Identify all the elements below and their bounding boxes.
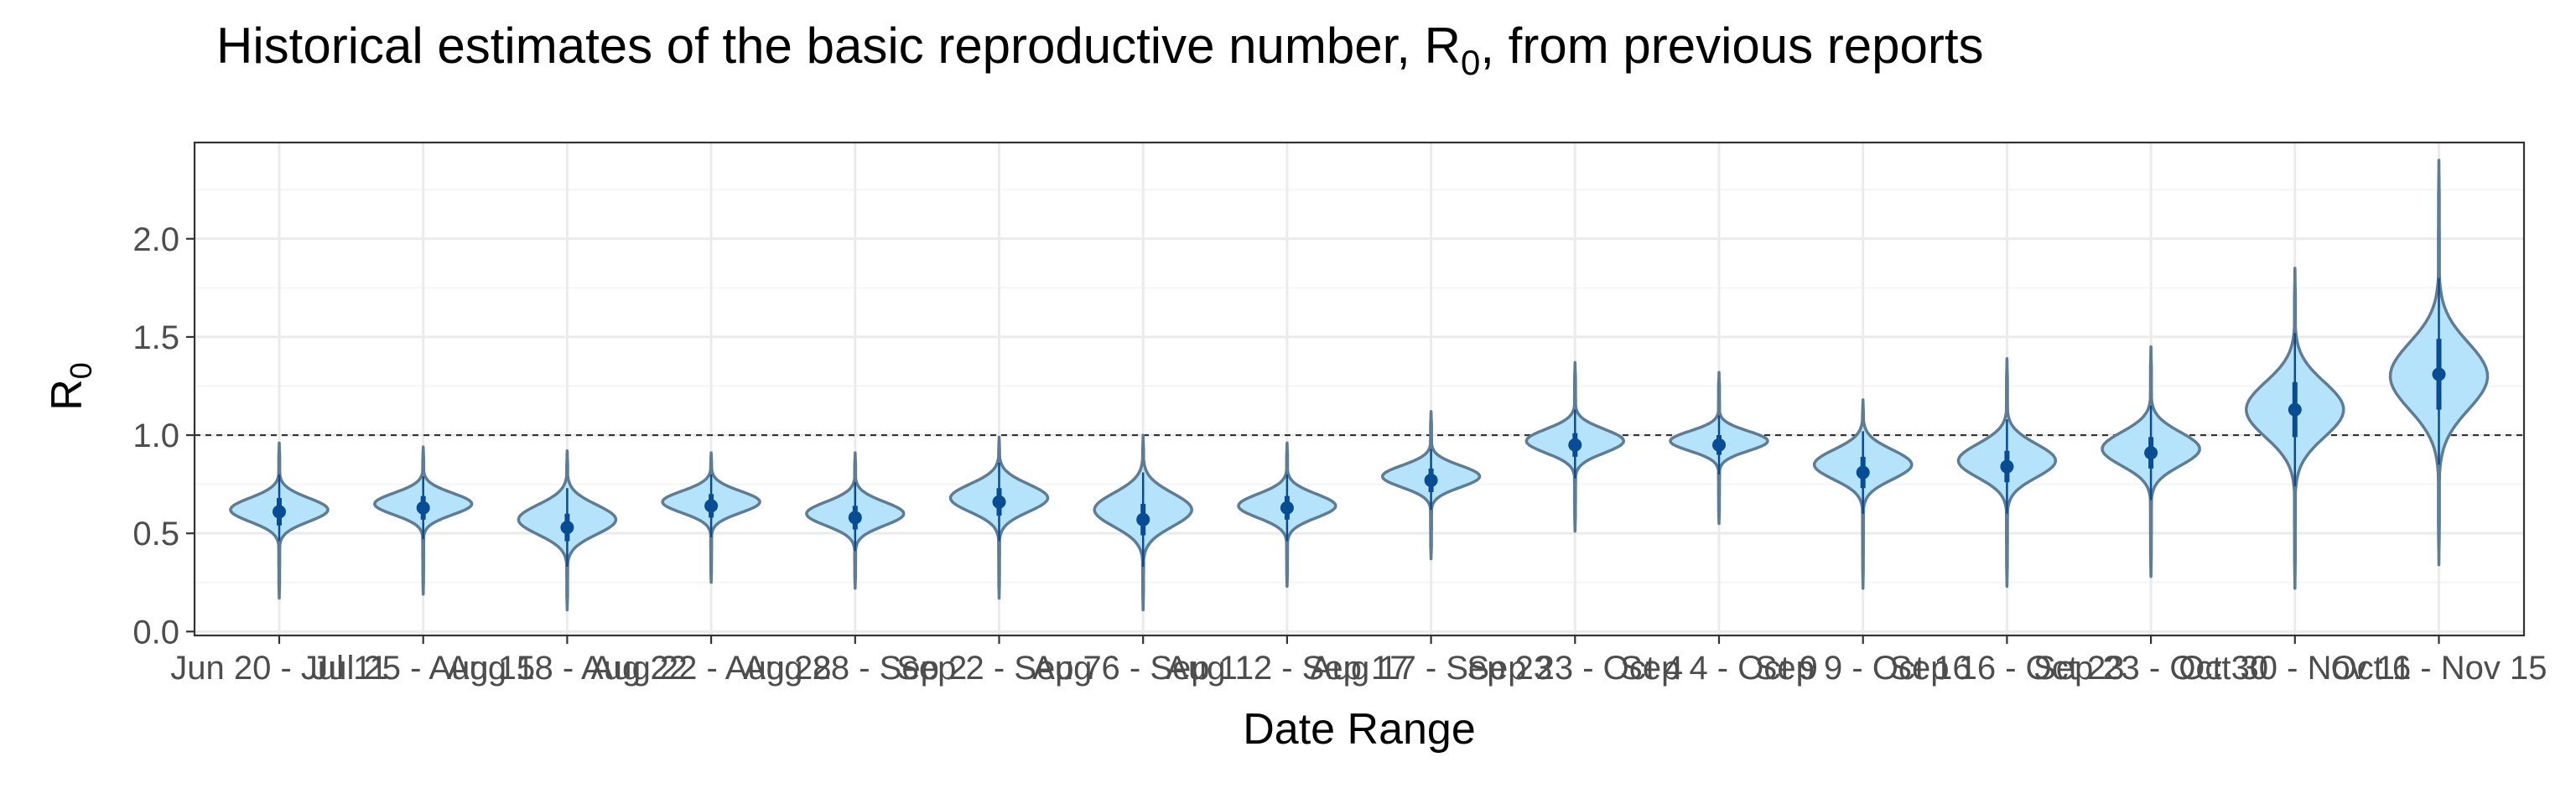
- violin-group: [661, 451, 761, 584]
- median-point: [1280, 500, 1294, 515]
- x-axis-label: Date Range: [1243, 705, 1476, 754]
- x-tick-label: Aug 28 - Sep 2: [743, 650, 967, 687]
- violin-group: [229, 441, 330, 600]
- violin-group: [1956, 356, 2058, 589]
- chart-title: Historical estimates of the basic reprod…: [216, 18, 1984, 82]
- violin-group: [517, 449, 618, 612]
- median-point: [1136, 512, 1150, 526]
- median-point: [1424, 473, 1438, 487]
- violin-group: [1237, 441, 1337, 589]
- y-tick-label: 1.5: [132, 319, 179, 356]
- y-tick-label: 0.0: [132, 614, 179, 651]
- median-point: [704, 499, 719, 513]
- y-tick-label: 0.5: [132, 516, 179, 552]
- x-tick-label: Oct 30 - Nov 11: [2179, 650, 2411, 687]
- violin-group: [1524, 360, 1626, 533]
- x-tick-label: Jul 25 - Aug 15: [311, 650, 535, 687]
- violin-group: [2245, 267, 2345, 590]
- x-tick-label: Oct 6 - Nov 15: [2331, 650, 2547, 687]
- panel-border: [193, 141, 2526, 637]
- x-tick-label: Aug 17 - Sep 23: [1310, 650, 1552, 687]
- x-tick-label: Sep 2 - Sep 7: [896, 650, 1102, 687]
- violin-group: [805, 451, 906, 590]
- median-point: [2432, 367, 2446, 381]
- median-point: [848, 511, 862, 525]
- median-point: [2000, 459, 2014, 474]
- x-tick-label: Aug 12 - Sep 17: [1166, 650, 1408, 687]
- median-point: [2144, 446, 2158, 460]
- violin-group: [2388, 158, 2490, 567]
- x-tick-label: Jun 20 - Jul 11: [170, 650, 387, 687]
- median-point: [992, 495, 1006, 509]
- panel-background: [195, 143, 2524, 635]
- y-axis-label: R0: [43, 362, 98, 411]
- median-point: [1856, 465, 1870, 480]
- x-tick-label: Sep 4 - Oct 9: [1620, 650, 1818, 687]
- plot-panel: [193, 141, 2526, 637]
- violin-group: [1380, 410, 1482, 561]
- x-tick-label: Sep 23 - Oct 30: [2033, 650, 2268, 687]
- x-tick-label: Sep 9 - Oct 16: [1755, 650, 1971, 687]
- violin-group: [1669, 371, 1769, 526]
- violin-group: [948, 435, 1050, 600]
- y-axis: 0.0 0.5 1.0 1.5 2.0: [132, 221, 195, 651]
- y-tick-label: 2.0: [132, 221, 179, 258]
- x-tick-label: Sep 16 - Oct 23: [1889, 650, 2124, 687]
- y-tick-label: 1.0: [132, 417, 179, 454]
- median-point: [273, 505, 286, 519]
- median-point: [1712, 438, 1726, 452]
- median-point: [560, 521, 574, 535]
- violin-group: [2101, 345, 2201, 578]
- violin-group: [1812, 398, 1914, 590]
- violin-group: [1093, 433, 1193, 612]
- median-point: [2288, 402, 2302, 417]
- median-point: [416, 500, 430, 515]
- violin-group: [372, 445, 474, 596]
- x-tick-label: Aug 22 - Aug 28: [591, 650, 832, 687]
- median-point: [1568, 438, 1582, 452]
- x-tick-label: Aug 18 - Aug 22: [447, 650, 688, 687]
- x-tick-label: Sep 23 - Oct 4: [1467, 650, 1683, 687]
- x-tick-label: Aug 6 - Sep 11: [1032, 650, 1254, 687]
